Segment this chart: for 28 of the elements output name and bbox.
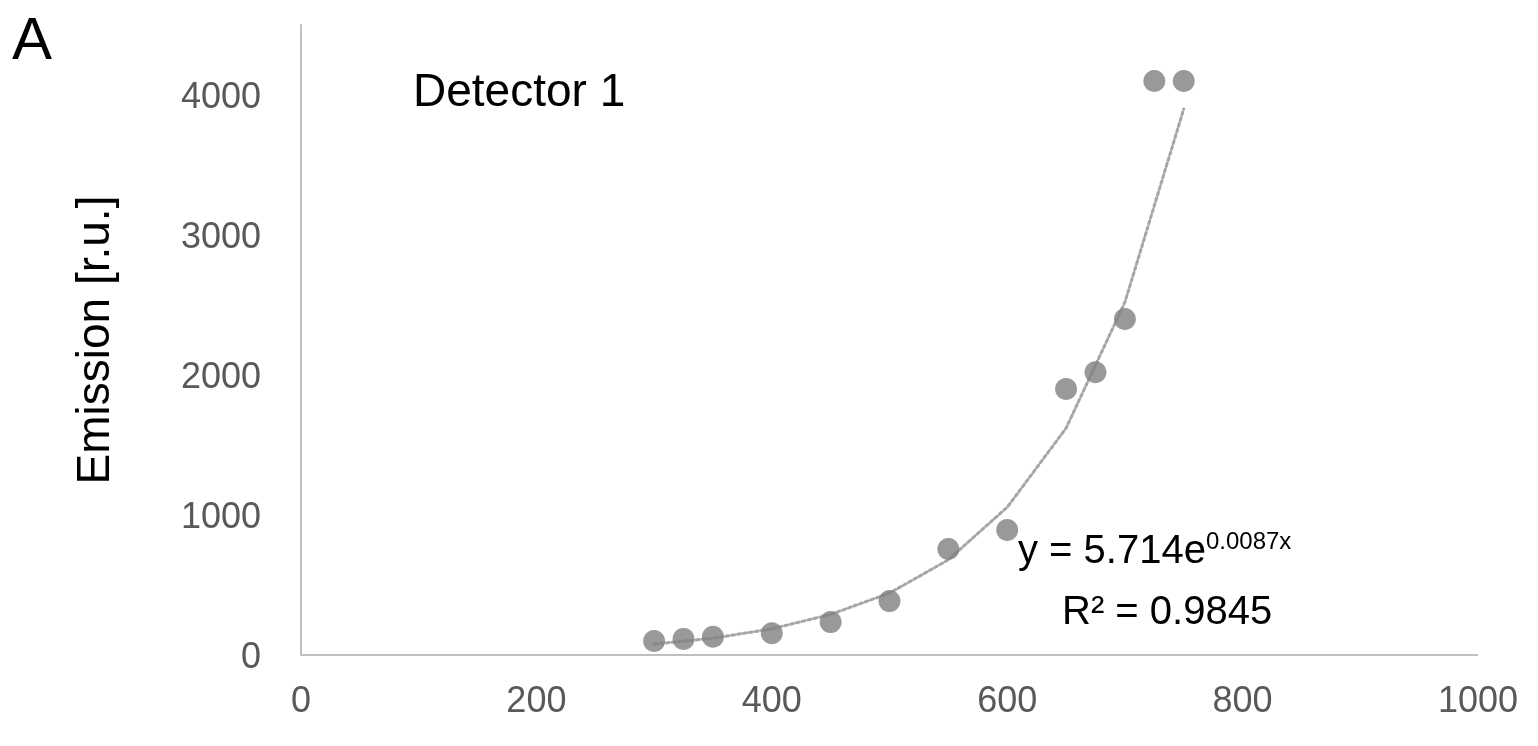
x-tick-label: 800 — [1212, 678, 1273, 720]
y-tick-label: 4000 — [180, 74, 261, 116]
point — [819, 611, 842, 634]
x-tick-label: 600 — [977, 678, 1038, 720]
point — [996, 518, 1019, 541]
point — [878, 590, 901, 613]
y-tick-label: 3000 — [180, 214, 261, 256]
y-tick-label: 2000 — [180, 354, 261, 396]
point — [1143, 70, 1166, 92]
x-tick-label: 400 — [741, 678, 802, 720]
y-tick-label: 0 — [240, 634, 261, 676]
text: Detector 1 — [413, 64, 626, 116]
y-axis-title: Emission [r.u.] — [67, 195, 119, 485]
point — [1084, 361, 1107, 384]
x-tick-label: 200 — [506, 678, 567, 720]
point — [760, 622, 783, 645]
point — [1172, 70, 1195, 92]
annotation: R² = 0.9845 — [1062, 588, 1273, 632]
point — [1113, 308, 1136, 330]
y-tick-label: 1000 — [180, 494, 261, 536]
point — [672, 627, 695, 650]
x-tick-label: 0 — [290, 678, 312, 720]
text: A — [12, 4, 53, 72]
point — [937, 538, 960, 561]
point — [701, 625, 724, 648]
point — [1055, 378, 1078, 400]
x-tick-label: 1000 — [1437, 678, 1519, 720]
point — [643, 630, 666, 652]
